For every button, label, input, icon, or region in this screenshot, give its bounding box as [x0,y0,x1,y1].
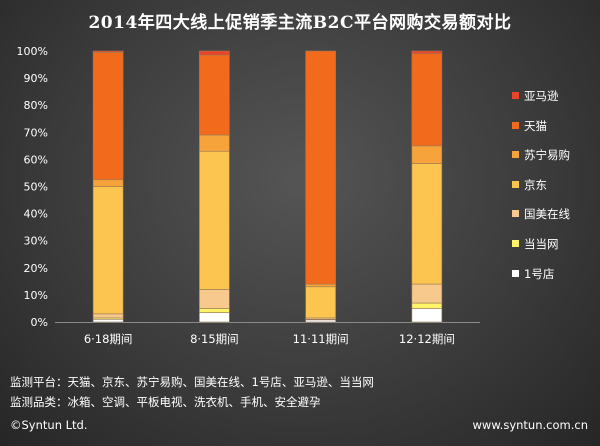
legend-label: 国美在线 [524,207,570,222]
bar-segment [411,302,443,309]
x-category-label: 11·11期间 [293,332,349,346]
website-text: www.syntun.com.cn [472,418,588,432]
bar-segment [92,186,124,315]
y-tick-label: 10% [24,289,48,302]
legend-swatch [512,269,519,277]
legend-label: 当当网 [524,236,559,251]
y-tick-label: 0% [31,316,48,329]
y-tick-label: 40% [24,208,48,221]
y-tick-label: 80% [24,99,48,112]
bar-segment [199,308,230,313]
legend-label: 苏宁易购 [524,148,570,163]
y-tick-label: 30% [24,235,48,248]
legend-swatch [512,92,519,99]
bar-segment [199,312,230,323]
bar-segment [199,289,230,309]
footer-platforms: 监测平台：天猫、京东、苏宁易购、国美在线、1号店、亚马逊、当当网 [10,375,374,389]
bar-segment [199,54,230,136]
bar-segment [199,134,230,152]
copyright-text: ©Syntun Ltd. [10,418,88,432]
bar-segment [92,179,124,187]
footer-categories: 监测品类：冰箱、空调、平板电视、洗衣机、手机、安全避孕 [10,395,321,409]
bar-segment [305,286,336,319]
legend-swatch [512,121,519,129]
legend-swatch [512,180,519,188]
legend-label: 亚马逊 [524,89,559,103]
bar-segment [199,150,230,290]
bar-segment [305,319,336,323]
bar-segment [411,50,443,55]
bar-segment [92,50,124,53]
y-tick-label: 90% [24,72,48,85]
y-tick-label: 70% [24,126,48,139]
y-tick-label: 100% [17,45,48,58]
y-tick-label: 60% [24,153,48,166]
bar-segment [305,283,336,288]
y-tick-label: 50% [24,181,48,194]
x-category-label: 8·15期间 [190,332,239,346]
bar-segment [199,50,230,56]
bar-segment [92,318,124,323]
bar-segment [411,283,443,304]
bar-segment [92,313,124,319]
bar-segment [92,52,124,181]
legend-label: 京东 [524,177,547,192]
legend-label: 1号店 [524,266,555,281]
y-tick-label: 20% [24,262,48,275]
bar-segment [411,53,443,147]
x-category-label: 6·18期间 [84,332,133,346]
footer-notes: 监测平台：天猫、京东、苏宁易购、国美在线、1号店、亚马逊、当当网 监测品类：冰箱… [10,372,374,412]
x-category-label: 12·12期间 [399,332,455,346]
bar-segment [305,50,336,285]
legend-swatch [512,239,519,247]
bar-segment [411,145,443,164]
legend-swatch [512,210,519,218]
bar-segment [411,163,443,285]
chart-title: 2014年四大线上促销季主流B2C平台网购交易额对比 [88,13,512,33]
bar-segment [411,308,443,323]
legend-label: 天猫 [524,118,547,133]
legend-swatch [512,151,519,159]
